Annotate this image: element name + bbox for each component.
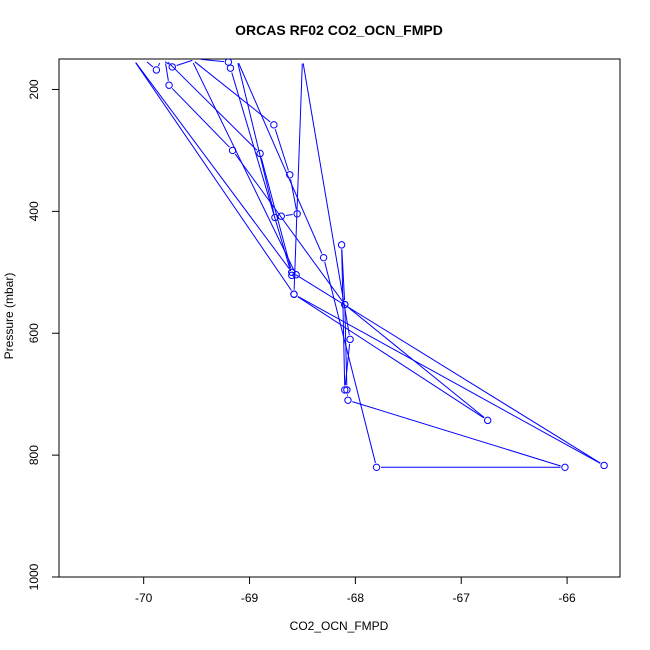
series-segment	[341, 249, 346, 386]
data-point	[341, 300, 349, 309]
data-point	[292, 271, 300, 279]
series-segment	[231, 72, 292, 272]
data-point	[256, 149, 264, 158]
series-segment	[201, 59, 224, 63]
series-segment	[135, 62, 290, 269]
series-segment	[238, 62, 323, 254]
series-segment	[167, 61, 258, 151]
series-segment	[285, 213, 293, 217]
data-point	[288, 271, 296, 280]
chart-title: ORCAS RF02 CO2_OCN_FMPD	[235, 22, 443, 38]
data-point	[341, 386, 349, 394]
data-point	[224, 59, 233, 66]
data-point	[343, 386, 351, 394]
y-tick-label: 1000	[27, 563, 41, 590]
y-tick-label: 600	[27, 323, 41, 343]
series-segment	[260, 157, 292, 269]
data-point	[290, 290, 298, 298]
series-segment	[344, 343, 351, 386]
x-tick-label: -69	[241, 591, 259, 605]
series-segment	[274, 128, 289, 171]
x-axis-label: CO2_OCN_FMPD	[290, 619, 389, 633]
data-point	[561, 463, 569, 472]
plot-frame	[58, 58, 621, 578]
series-segment	[297, 296, 485, 419]
series-segment	[302, 63, 350, 335]
series-segment	[135, 62, 292, 291]
data-point	[319, 253, 328, 262]
data-point	[293, 210, 301, 218]
data-point	[344, 396, 352, 404]
y-axis-label: Pressure (mbar)	[2, 273, 16, 360]
x-tick-label: -67	[453, 591, 471, 605]
y-axis: 200 400 600 800 1000	[27, 79, 60, 590]
series-segment	[165, 63, 169, 81]
x-tick-label: -68	[347, 591, 365, 605]
series-segment	[164, 61, 169, 65]
series-segment	[192, 62, 295, 271]
data-point	[346, 335, 354, 344]
data-point	[483, 416, 492, 425]
series-segment	[171, 88, 230, 148]
data-point	[271, 213, 279, 222]
data-point	[288, 268, 296, 276]
series-segment	[157, 62, 161, 67]
series-segment	[176, 59, 193, 67]
x-tick-label: -66	[558, 591, 576, 605]
data-point	[168, 63, 176, 71]
data-point	[600, 461, 608, 470]
series-segment	[146, 61, 154, 68]
y-tick-label: 800	[27, 445, 41, 465]
series-segment	[237, 63, 275, 214]
series-segment	[293, 63, 303, 290]
series-segment	[295, 274, 601, 464]
data-point	[337, 241, 346, 249]
series-layer	[135, 59, 608, 472]
y-tick-label: 200	[27, 79, 41, 99]
data-point	[277, 212, 285, 220]
y-tick-label: 400	[27, 201, 41, 221]
series-segment	[352, 401, 561, 467]
x-tick-label: -70	[135, 591, 153, 605]
x-axis: -70 -69 -68 -67 -66	[135, 576, 576, 605]
data-point	[152, 66, 161, 74]
series-segment	[347, 307, 485, 418]
data-point	[165, 81, 173, 89]
data-point	[228, 146, 237, 155]
data-point	[270, 121, 278, 129]
data-point	[226, 64, 235, 72]
series-segment	[234, 153, 343, 302]
series-segment	[324, 261, 376, 464]
data-point	[372, 463, 381, 472]
series-segment	[297, 295, 601, 464]
series-segment	[194, 61, 271, 123]
data-point	[286, 171, 294, 179]
